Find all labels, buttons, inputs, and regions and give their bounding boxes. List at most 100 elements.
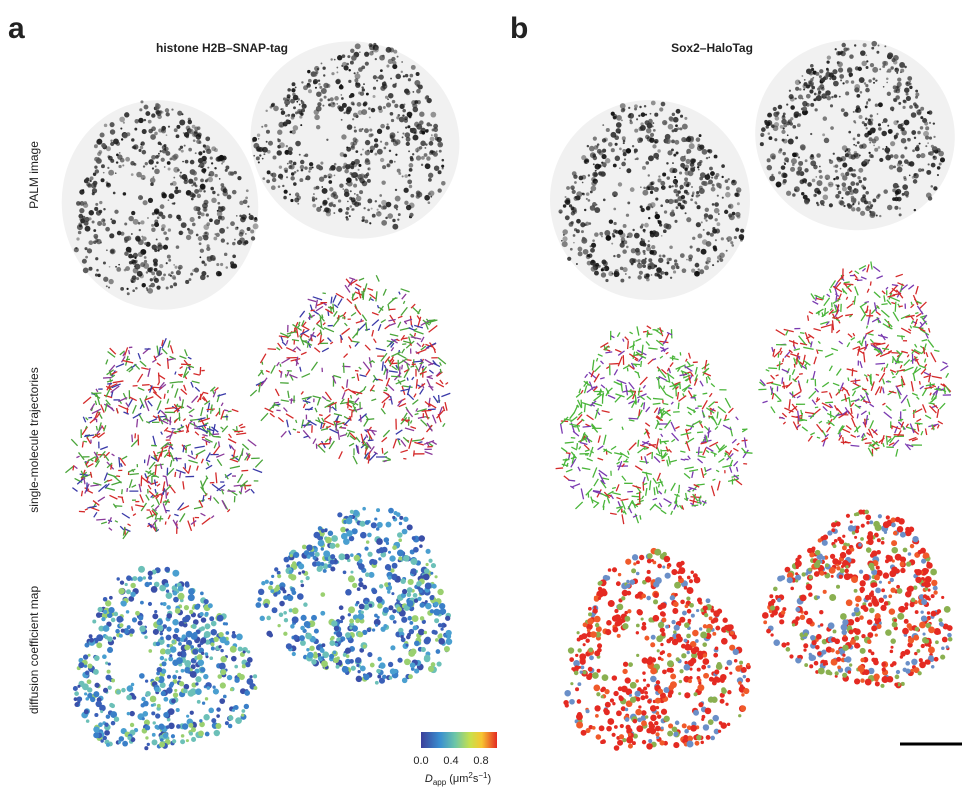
cell-texture: [899, 62, 905, 68]
cell-texture: [824, 138, 830, 144]
cell-texture: [188, 179, 193, 184]
cell-texture: [349, 619, 354, 624]
cell-texture: [841, 108, 845, 112]
cell-texture: [126, 236, 131, 241]
cell-texture: [330, 405, 331, 412]
cell-texture: [419, 535, 425, 541]
cell-texture: [289, 570, 293, 574]
cell-texture: [369, 222, 371, 224]
cell-texture: [643, 331, 647, 332]
cell-texture: [188, 594, 195, 601]
cell-texture: [206, 213, 209, 216]
cell-texture: [266, 180, 270, 184]
cell-texture: [239, 674, 245, 680]
cell-texture: [680, 115, 683, 118]
cell-texture: [301, 81, 303, 83]
cell-texture: [760, 142, 764, 146]
cell-texture: [412, 400, 418, 405]
cell-texture: [83, 397, 91, 404]
cell-texture: [713, 479, 716, 480]
cell-texture: [153, 416, 156, 418]
cell-texture: [615, 143, 618, 146]
cell-texture: [225, 721, 229, 725]
cell-texture: [347, 124, 353, 130]
cell-texture: [122, 456, 127, 459]
cell-texture: [651, 182, 654, 185]
cell-texture: [410, 128, 412, 130]
cell-texture: [641, 259, 646, 264]
cell-texture: [184, 177, 188, 181]
cell-texture: [142, 385, 150, 386]
cell-texture: [341, 134, 346, 139]
cell-texture: [794, 186, 800, 192]
cell-texture: [402, 136, 404, 138]
cell-texture: [394, 161, 396, 163]
cell-texture: [902, 106, 905, 109]
cell-texture: [186, 135, 189, 138]
cell-texture: [104, 395, 112, 397]
cell-texture: [736, 187, 741, 192]
cell-texture: [780, 125, 784, 129]
cell-texture: [674, 199, 678, 203]
cell-texture: [358, 202, 361, 205]
cell-texture: [428, 666, 434, 672]
cell-texture: [386, 64, 389, 67]
cell-texture: [108, 685, 112, 689]
cell-texture: [577, 247, 582, 252]
cell-texture: [359, 278, 364, 280]
cell-texture: [151, 224, 154, 227]
cell-texture: [227, 195, 232, 200]
cell-texture: [271, 185, 276, 190]
cell-texture: [628, 276, 631, 279]
cell-texture: [788, 139, 794, 145]
cell-texture: [176, 125, 180, 129]
cell-texture: [382, 165, 386, 169]
cell-texture: [118, 741, 121, 744]
cell-texture: [642, 250, 645, 253]
cell-texture: [157, 216, 160, 219]
cell-texture: [868, 98, 871, 101]
cell-texture: [360, 375, 367, 377]
cell-texture: [161, 128, 166, 133]
cell-texture: [217, 202, 220, 205]
cell-texture: [224, 410, 228, 411]
cell-texture: [180, 637, 184, 641]
cell-texture: [85, 671, 90, 676]
cell-texture: [228, 715, 233, 720]
cell-texture: [311, 310, 315, 311]
cell-texture: [670, 358, 679, 360]
cell-texture: [416, 84, 419, 87]
cell-texture: [157, 242, 161, 246]
cell-texture: [609, 219, 613, 223]
cell-texture: [665, 489, 666, 493]
cell-texture: [663, 255, 666, 258]
cell-texture: [899, 213, 902, 216]
cell-texture: [591, 266, 596, 271]
cell-texture: [246, 189, 249, 192]
cell-texture: [291, 116, 295, 120]
cell-texture: [194, 177, 198, 181]
cell-texture: [321, 63, 323, 65]
cell-texture: [194, 189, 199, 194]
cell-texture: [630, 121, 633, 124]
cell-texture: [300, 580, 303, 583]
cell-texture: [323, 303, 326, 305]
cell-texture: [336, 631, 342, 637]
cell-texture: [123, 192, 127, 196]
cell-texture: [247, 657, 252, 662]
cell-texture: [286, 176, 288, 178]
cell-texture: [140, 601, 144, 605]
cell-texture: [726, 250, 728, 252]
cell-texture: [680, 374, 688, 375]
cell-texture: [644, 223, 649, 228]
cell-texture: [365, 150, 370, 155]
cell-texture: [348, 606, 355, 613]
cell-texture: [173, 591, 178, 596]
cell-texture: [774, 138, 777, 141]
cell-texture: [199, 163, 204, 168]
cell-texture: [363, 674, 369, 680]
cell-texture: [173, 282, 177, 286]
cell-texture: [114, 716, 119, 721]
cell-texture: [123, 122, 125, 124]
cell-texture: [415, 333, 416, 337]
